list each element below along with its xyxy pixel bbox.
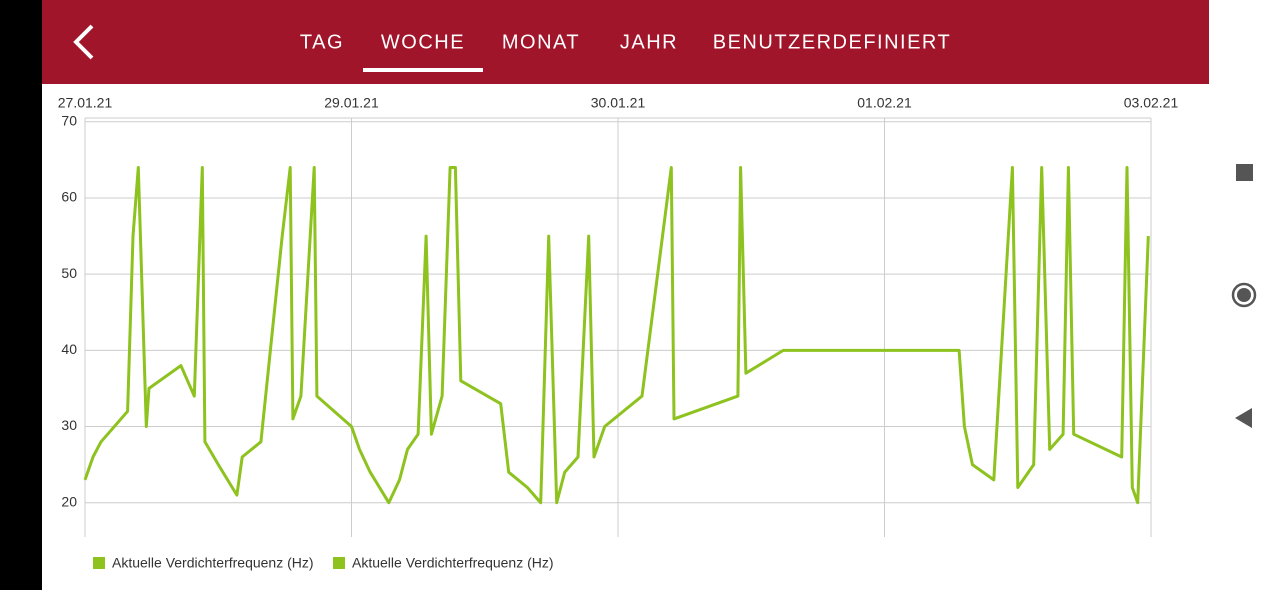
legend-swatch [93, 557, 105, 569]
left-bar [0, 0, 42, 590]
y-tick-label: 40 [61, 341, 77, 357]
y-tick-label: 30 [61, 417, 77, 433]
y-tick-label: 60 [61, 189, 77, 205]
tab[interactable]: WOCHE [381, 31, 465, 53]
tab[interactable]: BENUTZERDEFINIERT [713, 31, 951, 53]
tab[interactable]: JAHR [620, 31, 678, 53]
legend-label: Aktuelle Verdichterfrequenz (Hz) [112, 555, 314, 571]
legend-swatch [333, 557, 345, 569]
legend-label: Aktuelle Verdichterfrequenz (Hz) [352, 555, 554, 571]
home-button-dot [1237, 288, 1251, 302]
home-button[interactable] [1231, 282, 1257, 308]
nav-back-button[interactable] [1235, 408, 1252, 428]
tab[interactable]: MONAT [502, 31, 580, 53]
data-line [83, 166, 1150, 505]
y-tick-label: 70 [61, 113, 77, 129]
y-tick-label: 50 [61, 265, 77, 281]
back-button[interactable] [73, 24, 94, 60]
x-tick-label: 03.02.21 [1124, 95, 1179, 111]
recent-apps-button[interactable] [1236, 164, 1253, 181]
tab-indicator [363, 68, 483, 72]
x-tick-label: 29.01.21 [324, 95, 379, 111]
x-tick-label: 27.01.21 [58, 95, 113, 111]
tab[interactable]: TAG [300, 31, 344, 53]
y-tick-label: 20 [61, 493, 77, 509]
x-tick-label: 30.01.21 [591, 95, 646, 111]
x-tick-label: 01.02.21 [857, 95, 912, 111]
header [42, 0, 1209, 84]
